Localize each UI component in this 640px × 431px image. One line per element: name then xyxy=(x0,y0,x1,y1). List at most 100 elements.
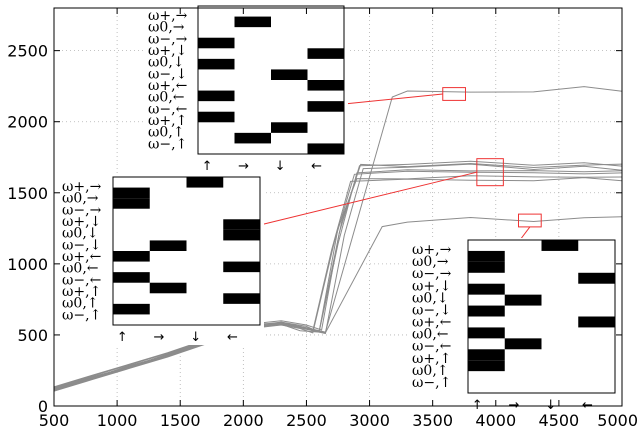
col-label: ← xyxy=(311,159,322,174)
matrix-cell xyxy=(307,143,344,154)
row-label: ω−,↓ xyxy=(62,237,101,253)
x-tick-label: 2500 xyxy=(286,411,327,430)
row-label: ω−,← xyxy=(62,272,101,288)
matrix-cell xyxy=(113,303,150,315)
series-line-7 xyxy=(53,160,623,388)
y-tick-label: 2500 xyxy=(7,42,48,61)
x-tick-label: 500 xyxy=(39,411,70,430)
row-label: ω+,↑ xyxy=(148,113,187,129)
y-tick-label: 1000 xyxy=(7,255,48,274)
matrix-cell xyxy=(504,294,542,306)
y-tick-label: 500 xyxy=(17,326,48,345)
row-label: ω+,← xyxy=(412,315,451,331)
row-label: ω−,↑ xyxy=(62,307,101,323)
row-label: ω−,→ xyxy=(412,266,452,282)
matrix-cell xyxy=(223,261,260,273)
row-label: ω−,→ xyxy=(148,31,188,47)
matrix-cell xyxy=(149,240,187,251)
row-label: ω+,↓ xyxy=(62,214,101,230)
row-label: ω0,← xyxy=(148,90,185,106)
matrix-cell xyxy=(468,305,505,317)
matrix-cell xyxy=(271,122,308,133)
y-tick-label: 0 xyxy=(38,397,48,416)
x-tick-label: 4500 xyxy=(539,411,580,430)
highlight-box-1 xyxy=(442,87,466,101)
x-tick-label: 5000 xyxy=(597,411,638,430)
row-label: ω−,← xyxy=(412,339,451,355)
matrix-cell xyxy=(468,250,505,262)
row-label: ω−,↓ xyxy=(148,66,187,82)
series-line-8 xyxy=(53,86,623,390)
matrix-cell xyxy=(468,349,505,361)
plot-frame xyxy=(53,7,623,407)
row-label: ω0,← xyxy=(62,261,99,277)
col-label: ↓ xyxy=(275,159,286,174)
matrix-cell xyxy=(578,316,615,328)
row-label: ω+,↑ xyxy=(412,351,451,367)
matrix-cell xyxy=(307,101,344,112)
row-label: ω+,→ xyxy=(62,179,102,195)
row-label: ω+,↓ xyxy=(148,43,187,59)
data-series-lines xyxy=(53,86,623,392)
matrix-cell xyxy=(541,240,579,251)
x-tick-label: 4000 xyxy=(475,411,516,430)
connector-line xyxy=(259,171,477,226)
axis-ticks: 500 1000 1500 2000 2500 3000 3500 4000 4500 5000 0… xyxy=(7,8,638,430)
y-tick-label: 1500 xyxy=(7,184,48,203)
matrix-cell xyxy=(186,177,224,188)
row-label: ω+,← xyxy=(148,78,187,94)
matrix-cell xyxy=(307,48,344,59)
connector-line xyxy=(343,93,443,105)
matrix-cell xyxy=(307,80,344,91)
matrix-cell xyxy=(198,58,235,70)
highlight-boxes xyxy=(442,87,542,228)
inset-1: ω+,→ω0,→ω−,→ω+,↓ω0,↓ω−,↓ω+,←ω0,←ω−,←ω+,↑… xyxy=(144,4,443,174)
row-label: ω0,→ xyxy=(412,254,449,270)
row-label: ω+,↑ xyxy=(62,284,101,300)
matrix-cell xyxy=(468,327,505,339)
row-label: ω−,← xyxy=(148,101,187,117)
matrix-cell xyxy=(504,338,542,350)
y-tick-label: 2000 xyxy=(7,113,48,132)
inset-3: ω+,→ω0,→ω−,→ω+,↓ω0,↓ω−,↓ω+,←ω0,←ω−,←ω+,↑… xyxy=(408,226,619,413)
col-label: → xyxy=(238,159,249,174)
row-label: ω+,→ xyxy=(148,8,188,24)
col-label: ↑ xyxy=(202,159,213,174)
x-tick-label: 3500 xyxy=(412,411,453,430)
matrix-cell xyxy=(113,187,150,199)
matrix-cell xyxy=(271,69,308,80)
matrix-cell xyxy=(468,360,505,372)
matrix-cell xyxy=(113,272,150,283)
matrix-cell xyxy=(223,293,260,304)
matrix-cell xyxy=(234,16,271,28)
matrix-cell xyxy=(198,90,235,102)
matrix-cell xyxy=(113,251,150,262)
row-label: ω0,↓ xyxy=(412,290,449,306)
col-label: → xyxy=(153,330,164,345)
row-label: ω+,← xyxy=(62,249,101,265)
row-label: ω−,↓ xyxy=(412,302,451,318)
series-line-6 xyxy=(53,170,623,392)
matrix-cell xyxy=(198,37,235,49)
row-label: ω0,← xyxy=(412,327,449,343)
row-label: ω0,↑ xyxy=(412,363,449,379)
col-label: ← xyxy=(227,330,238,345)
matrix-cell xyxy=(149,282,187,294)
matrix-cell xyxy=(468,261,505,273)
row-label: ω0,↑ xyxy=(148,125,185,141)
x-tick-label: 2000 xyxy=(223,411,264,430)
row-label: ω0,→ xyxy=(62,191,99,207)
matrix-cell xyxy=(223,229,260,241)
series-line-3 xyxy=(53,175,623,388)
row-label: ω−,↑ xyxy=(412,375,451,391)
row-label: ω0,→ xyxy=(148,20,185,36)
matrix-cell xyxy=(468,283,505,295)
series-line-9 xyxy=(53,216,623,391)
inset-matrices: ω+,→ω0,→ω−,→ω+,↓ω0,↓ω−,↓ω+,←ω0,←ω−,←ω+,↑… xyxy=(58,4,619,413)
x-tick-label: 1000 xyxy=(97,411,138,430)
matrix-cell xyxy=(113,198,150,209)
row-label: ω0,↑ xyxy=(62,296,99,312)
matrix-cell xyxy=(578,272,615,284)
x-tick-label: 1500 xyxy=(160,411,201,430)
